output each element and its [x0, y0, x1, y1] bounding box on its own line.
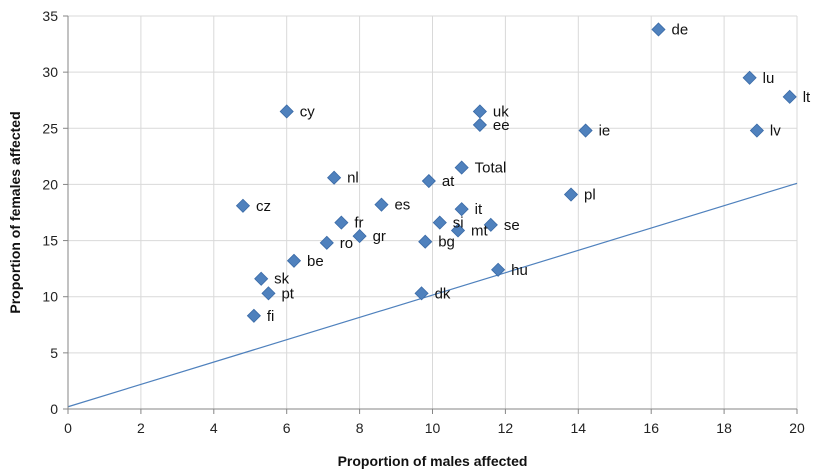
- y-tick-label: 15: [42, 233, 58, 249]
- data-point-de: [651, 22, 666, 37]
- data-point-pt: [261, 286, 276, 301]
- point-label-si: si: [453, 215, 464, 232]
- y-tick-label: 25: [42, 120, 58, 136]
- point-label-cy: cy: [300, 103, 316, 120]
- data-point-se: [483, 217, 498, 232]
- point-label-ie: ie: [599, 123, 611, 140]
- y-tick-label: 10: [42, 289, 58, 305]
- point-label-hu: hu: [511, 262, 528, 279]
- point-label-se: se: [504, 217, 520, 234]
- data-point-mt: [450, 223, 466, 238]
- data-point-be: [286, 253, 302, 268]
- x-tick-label: 16: [643, 420, 659, 436]
- axes: [63, 15, 798, 414]
- point-label-at: at: [442, 173, 455, 190]
- data-point-dk: [414, 286, 429, 301]
- point-label-pt: pt: [281, 285, 294, 302]
- data-point-ie: [578, 123, 593, 138]
- tick-labels: 0 2 4 6 8 10 12 14 16 18 20 0 5 10 15 20 25 30 35: [42, 8, 805, 436]
- data-point-si: [432, 215, 447, 230]
- x-tick-label: 8: [356, 420, 364, 436]
- point-label-gr: gr: [373, 228, 386, 245]
- data-point-bg: [418, 234, 433, 249]
- y-tick-label: 20: [42, 176, 58, 192]
- x-axis-title: Proportion of males affected: [338, 453, 528, 469]
- point-label-dk: dk: [435, 285, 451, 302]
- data-point-cz: [235, 198, 251, 213]
- data-points: [235, 22, 797, 323]
- data-point-lv: [749, 123, 764, 138]
- data-point-at: [421, 173, 436, 189]
- data-point-fi: [246, 308, 261, 323]
- x-tick-label: 10: [425, 420, 441, 436]
- point-label-lt: lt: [803, 89, 811, 106]
- data-point-cy: [279, 104, 294, 119]
- point-label-fi: fi: [267, 308, 275, 325]
- x-tick-label: 0: [64, 420, 72, 436]
- x-tick-label: 14: [571, 420, 587, 436]
- data-point-nl: [327, 170, 342, 185]
- y-tick-label: 30: [42, 64, 58, 80]
- point-label-lv: lv: [770, 123, 781, 140]
- data-point-sk: [254, 271, 269, 286]
- point-label-es: es: [394, 197, 410, 214]
- y-tick-label: 5: [50, 345, 58, 361]
- point-label-it: it: [475, 201, 483, 218]
- reference-line: [67, 182, 798, 408]
- point-label-de: de: [671, 21, 688, 38]
- y-tick-label: 35: [42, 8, 58, 24]
- point-label-lu: lu: [763, 70, 775, 87]
- point-label-sk: sk: [274, 271, 290, 288]
- y-tick-label: 0: [50, 401, 58, 417]
- x-tick-label: 18: [716, 420, 732, 436]
- point-label-mt: mt: [471, 222, 488, 239]
- point-label-total: Total: [475, 160, 507, 177]
- x-tick-label: 4: [210, 420, 218, 436]
- x-tick-label: 20: [789, 420, 805, 436]
- point-label-be: be: [307, 253, 324, 270]
- point-label-fr: fr: [354, 215, 363, 232]
- data-point-it: [454, 202, 469, 217]
- x-tick-label: 12: [498, 420, 514, 436]
- point-label-nl: nl: [347, 170, 359, 187]
- point-label-bg: bg: [438, 234, 455, 251]
- data-point-ro: [319, 235, 334, 250]
- x-tick-label: 2: [137, 420, 145, 436]
- point-label-ee: ee: [493, 117, 510, 134]
- data-point-fr: [334, 215, 349, 230]
- data-point-gr: [352, 229, 367, 244]
- data-point-es: [374, 197, 389, 212]
- point-label-cz: cz: [256, 198, 271, 215]
- x-tick-label: 6: [283, 420, 291, 436]
- data-point-pl: [563, 187, 579, 202]
- data-point-total: [454, 160, 469, 175]
- data-point-ee: [472, 117, 487, 132]
- point-label-uk: uk: [493, 103, 509, 120]
- point-label-ro: ro: [340, 235, 353, 252]
- data-point-lu: [742, 70, 757, 85]
- data-point-hu: [491, 262, 506, 277]
- point-label-pl: pl: [584, 187, 596, 204]
- data-point-lt: [782, 89, 797, 104]
- y-axis-title: Proportion of females affected: [7, 111, 23, 313]
